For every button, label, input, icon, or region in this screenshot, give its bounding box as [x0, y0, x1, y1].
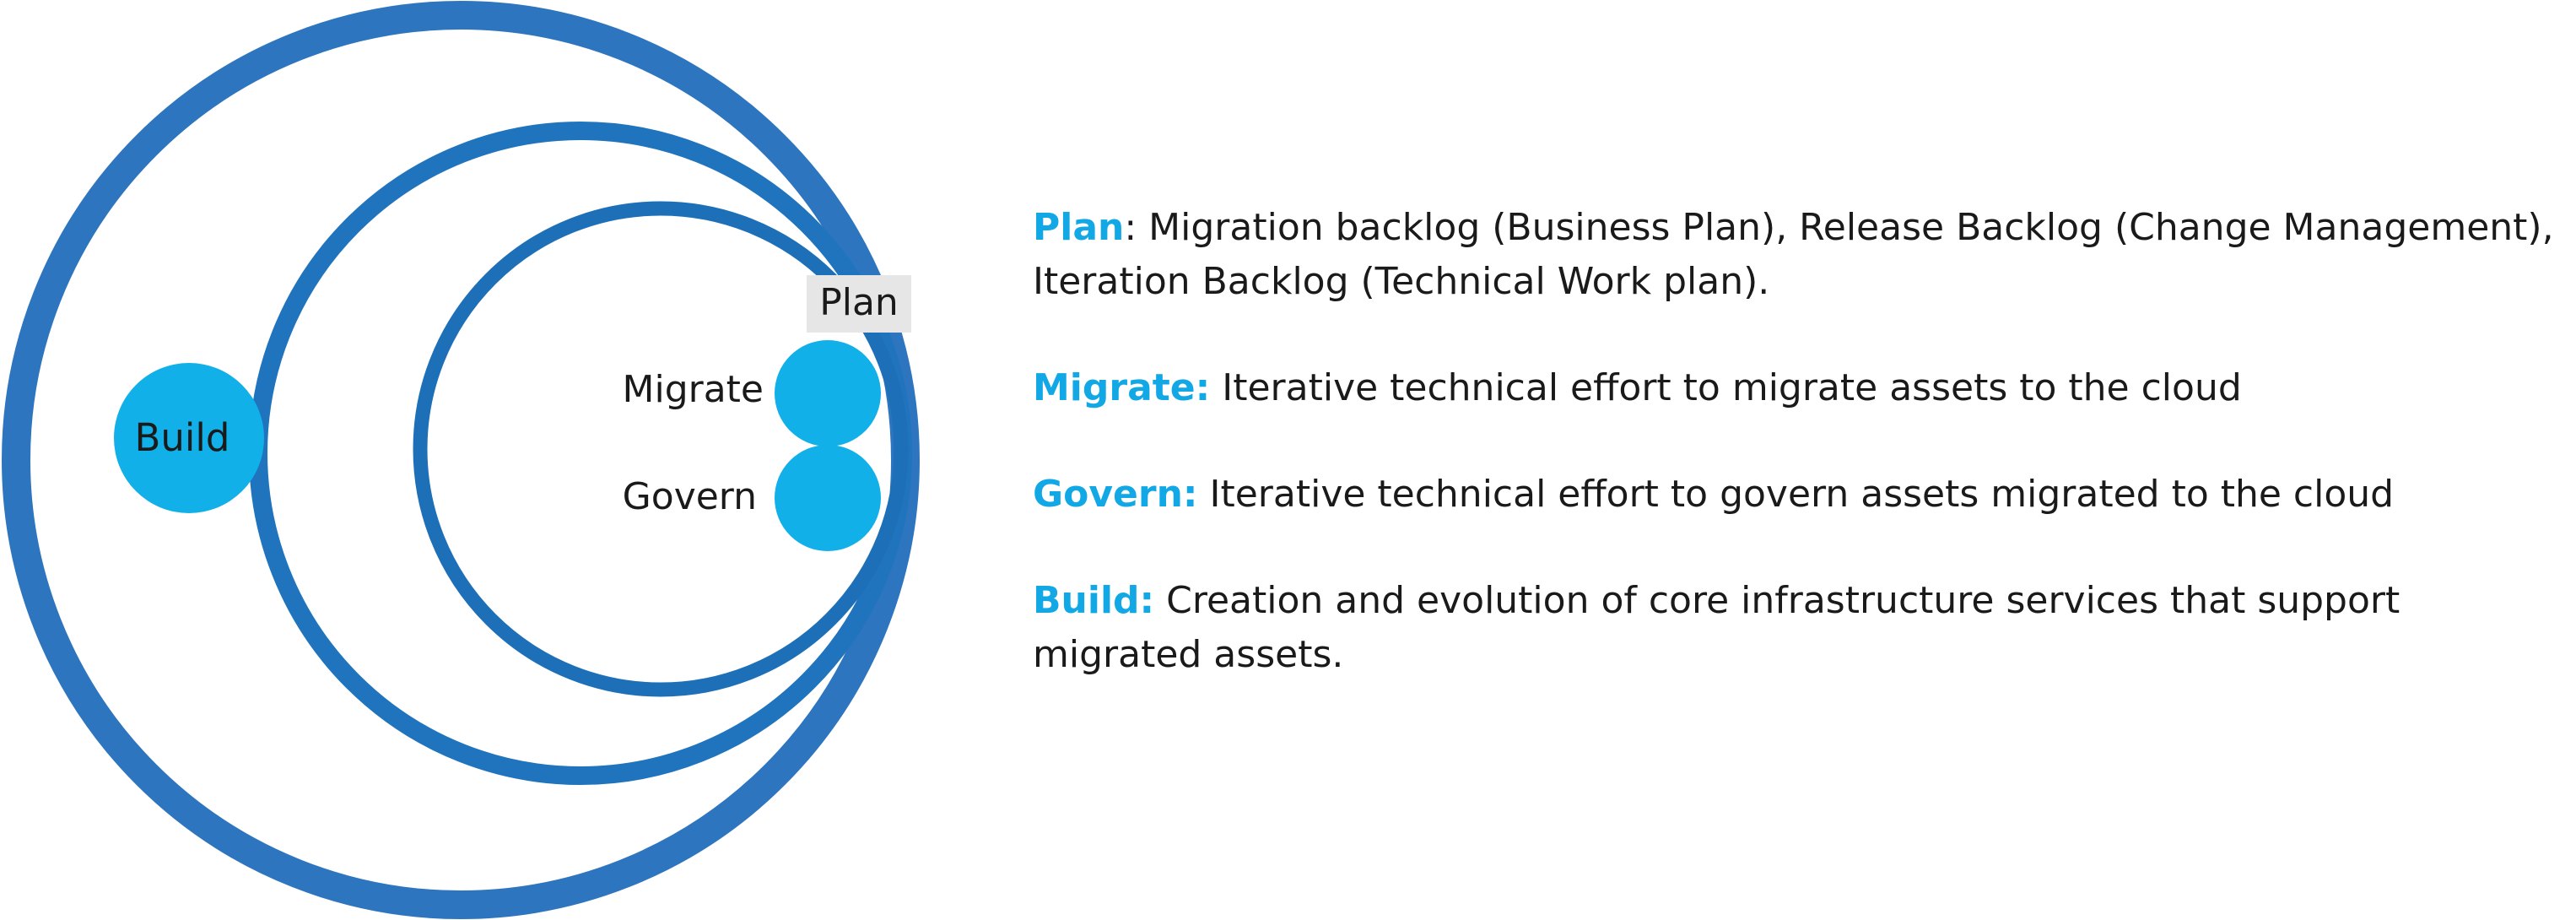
cycle-diagram: Build Migrate Govern Plan — [2, 1, 920, 919]
build-term: Build — [1033, 579, 1140, 622]
govern-description: Govern: Iterative technical effort to go… — [1033, 468, 2576, 522]
migrate-description: Migrate: Iterative technical effort to m… — [1033, 361, 2576, 415]
build-text: Creation and evolution of core infrastru… — [1033, 579, 2400, 676]
plan-term: Plan — [1033, 206, 1125, 249]
plan-description: Plan: Migration backlog (Business Plan),… — [1033, 201, 2576, 309]
govern-label: Govern — [623, 475, 757, 518]
migrate-separator: : — [1195, 366, 1211, 409]
build-description: Build: Creation and evolution of core in… — [1033, 574, 2576, 682]
govern-separator: : — [1182, 473, 1198, 516]
build-label: Build — [135, 415, 230, 460]
plan-separator: : — [1124, 206, 1137, 249]
description-list: Plan: Migration backlog (Business Plan),… — [1033, 201, 2576, 734]
migrate-term: Migrate — [1033, 366, 1196, 409]
build-separator: : — [1139, 579, 1155, 622]
migrate-text: Iterative technical effort to migrate as… — [1210, 366, 2242, 409]
plan-label: Plan — [819, 281, 899, 324]
migrate-bubble — [775, 340, 881, 446]
govern-text: Iterative technical effort to govern ass… — [1197, 473, 2395, 516]
migrate-label: Migrate — [623, 368, 764, 411]
plan-label-box — [807, 275, 911, 333]
inner-ring — [413, 201, 909, 697]
build-bubble — [114, 363, 264, 513]
plan-text: Migration backlog (Business Plan), Relea… — [1033, 206, 2554, 303]
govern-term: Govern — [1033, 473, 1183, 516]
govern-bubble — [775, 445, 881, 551]
